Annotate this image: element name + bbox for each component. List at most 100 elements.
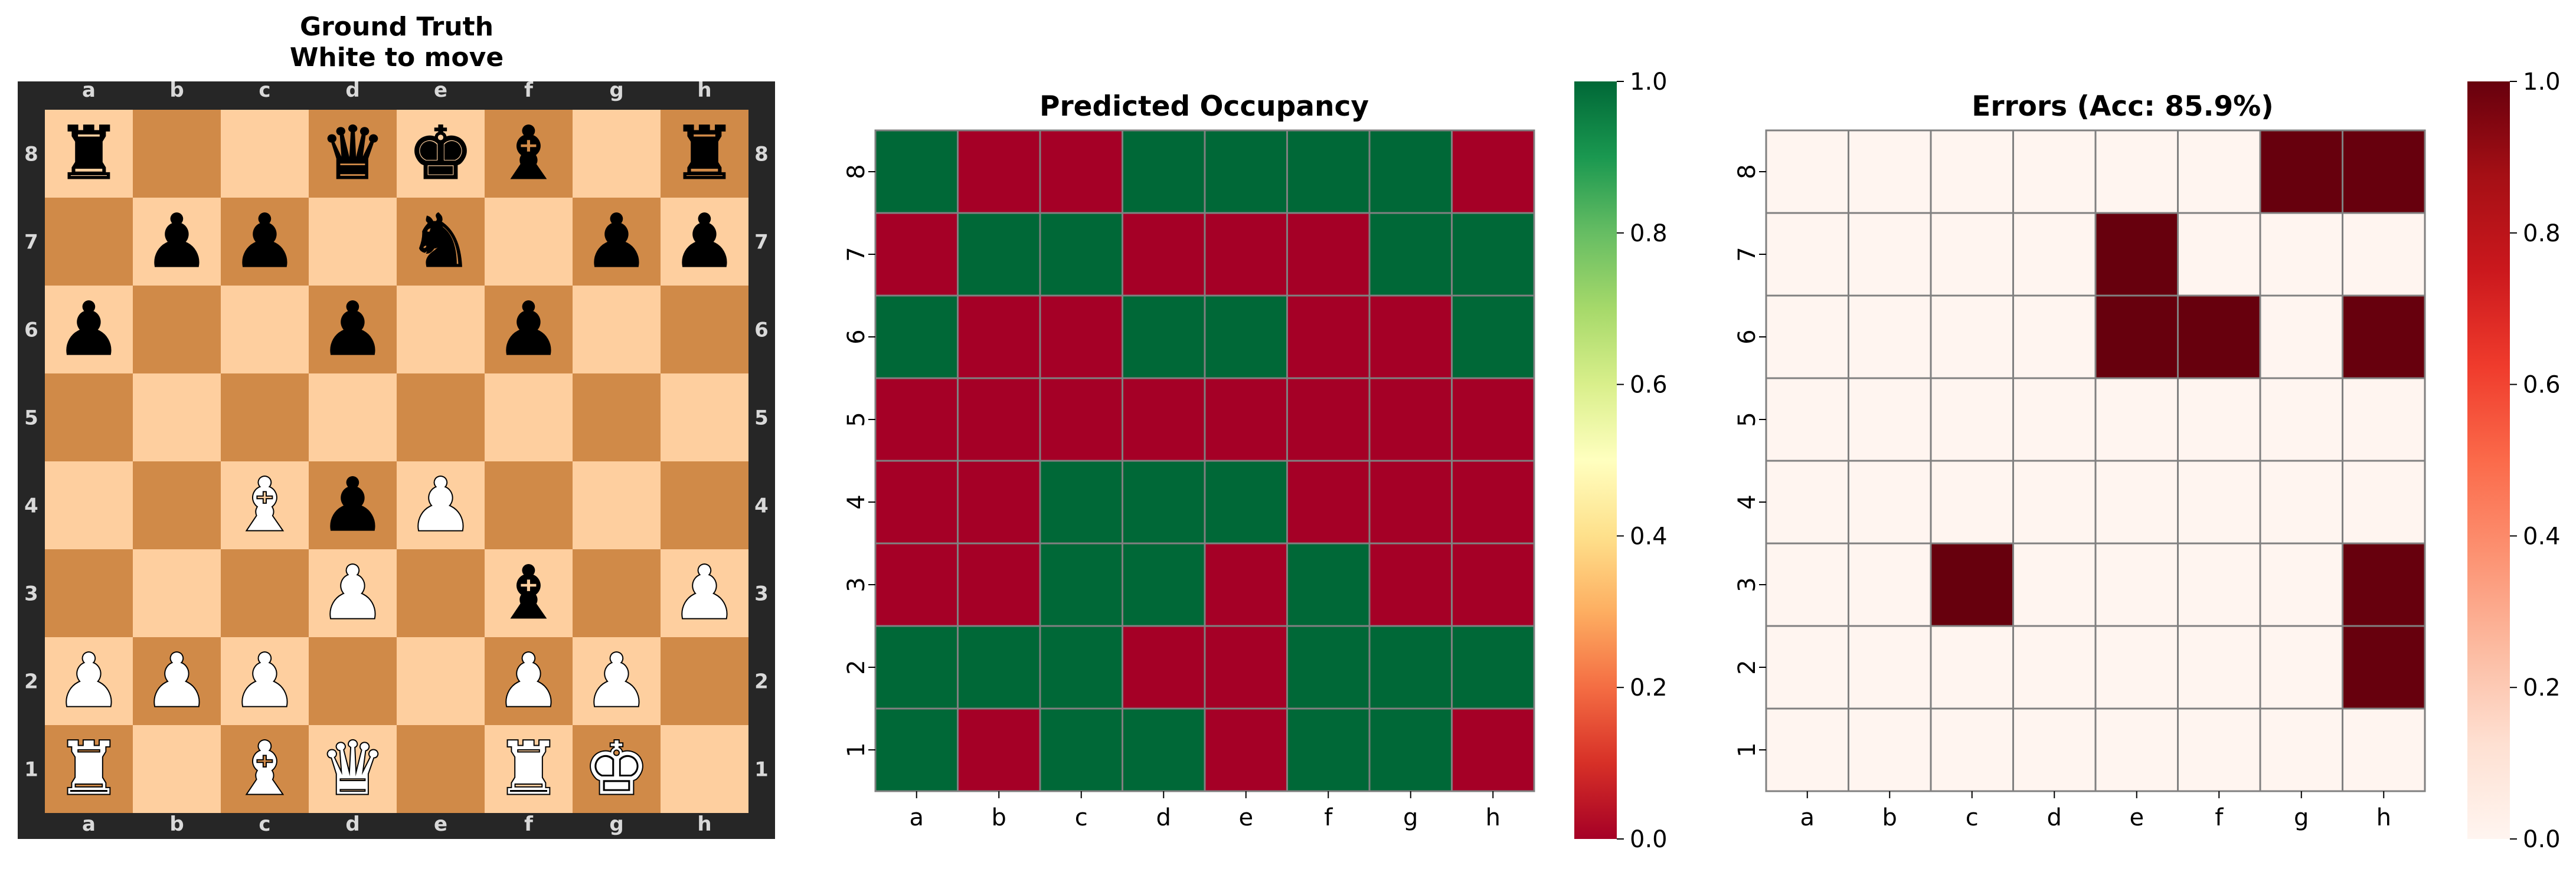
pred-colorbar-tick-label: 0.0	[1630, 826, 1668, 853]
board-rank-label-right: 8	[754, 143, 769, 166]
pred-y-tick-label: 4	[843, 494, 870, 509]
errors-cell-c1	[1930, 707, 2014, 792]
board-square-g2	[573, 637, 661, 725]
errors-cell-h5	[2342, 377, 2426, 462]
errors-cell-a5	[1765, 377, 1849, 462]
pred-cell-e3	[1204, 542, 1288, 627]
board-title-line1: Ground Truth	[300, 12, 493, 42]
board-square-h2	[661, 637, 748, 725]
errors-cell-h8	[2342, 129, 2426, 214]
errors-cell-d2	[2012, 625, 2097, 710]
board-square-c3	[221, 549, 309, 637]
errors-cell-b7	[1848, 212, 1932, 297]
board-file-label-bottom: c	[259, 812, 270, 836]
errors-cell-f7	[2177, 212, 2261, 297]
board-square-e8	[397, 110, 485, 198]
errors-colorbar-tick-label: 0.4	[2523, 523, 2561, 550]
board-square-f1	[485, 725, 573, 813]
black-bishop-f3: ♝	[496, 551, 561, 636]
board-rank-label-right: 4	[754, 494, 769, 518]
errors-cell-d8	[2012, 129, 2097, 214]
white-pawn-h3: ♟	[672, 551, 737, 636]
board-file-label-top: f	[524, 78, 534, 102]
errors-cell-c3	[1930, 542, 2014, 627]
errors-x-tick-label: e	[2129, 804, 2144, 831]
pred-cell-h8	[1451, 129, 1535, 214]
board-rank-label-left: 8	[24, 143, 38, 166]
white-pawn-g2: ♟	[584, 639, 649, 724]
board-square-a7	[45, 198, 133, 286]
black-bishop-f8: ♝	[496, 112, 561, 196]
errors-cell-d7	[2012, 212, 2097, 297]
predicted-occupancy-panel: Predicted Occupancy a b c d e f g h 8 7 6 5 4 3 2 1 0.0…	[843, 68, 1668, 853]
board-rank-label-right: 7	[754, 231, 769, 254]
pred-cell-c2	[1039, 625, 1123, 710]
pred-colorbar-tick-label: 1.0	[1630, 68, 1668, 96]
errors-colorbar-ticks: 0.0 0.2 0.4 0.6 0.8 1.0	[2510, 68, 2561, 853]
board-square-h3	[661, 549, 748, 637]
pred-cell-g8	[1368, 129, 1453, 214]
board-file-label-top: g	[609, 78, 623, 102]
pred-cell-d4	[1122, 460, 1206, 545]
board-square-h6	[661, 286, 748, 373]
errors-cell-c5	[1930, 377, 2014, 462]
pred-cell-g3	[1368, 542, 1453, 627]
errors-cell-g7	[2259, 212, 2343, 297]
pred-cell-f5	[1286, 377, 1371, 462]
white-queen-d1: ♛	[320, 727, 385, 812]
pred-cell-c8	[1039, 129, 1123, 214]
errors-colorbar-tick-label: 0.0	[2523, 826, 2561, 853]
errors-cell-b8	[1848, 129, 1932, 214]
pred-y-tick-label: 8	[843, 164, 870, 179]
board-title-line2: White to move	[290, 42, 504, 73]
board-rank-label-right: 3	[754, 582, 769, 606]
board-square-g4	[573, 461, 661, 549]
board-square-d6	[309, 286, 397, 373]
pred-cell-e4	[1204, 460, 1288, 545]
board-square-h4	[661, 461, 748, 549]
errors-cell-h6	[2342, 294, 2426, 379]
board-square-e3	[397, 549, 485, 637]
pred-cell-a6	[874, 294, 959, 379]
pred-y-tick-label: 1	[843, 742, 870, 757]
board-square-f4	[485, 461, 573, 549]
board-rank-label-right: 1	[754, 758, 769, 782]
board-square-g1	[573, 725, 661, 813]
errors-heatmap-cells	[1765, 129, 2426, 792]
pred-cell-b4	[957, 460, 1041, 545]
white-pawn-d3: ♟	[320, 551, 385, 636]
pred-x-tick-label: d	[1156, 804, 1171, 831]
board-square-c8	[221, 110, 309, 198]
errors-cell-a4	[1765, 460, 1849, 545]
board-rank-label-left: 5	[24, 407, 38, 430]
pred-cell-e5	[1204, 377, 1288, 462]
errors-colorbar-tick-label: 1.0	[2523, 68, 2561, 96]
board-square-f3	[485, 549, 573, 637]
pred-cell-a4	[874, 460, 959, 545]
pred-cell-d6	[1122, 294, 1206, 379]
errors-cell-e3	[2094, 542, 2179, 627]
pred-cell-e2	[1204, 625, 1288, 710]
black-pawn-d6: ♟	[320, 287, 385, 372]
white-rook-f1: ♜	[496, 727, 561, 812]
errors-colorbar	[2467, 81, 2510, 839]
errors-cell-g4	[2259, 460, 2343, 545]
pred-cell-c7	[1039, 212, 1123, 297]
pred-cell-a8	[874, 129, 959, 214]
errors-cell-c6	[1930, 294, 2014, 379]
pred-x-tick-label: h	[1486, 804, 1501, 831]
board-file-label-bottom: d	[345, 812, 359, 836]
pred-colorbar-tick-label: 0.2	[1630, 674, 1668, 701]
errors-cell-g3	[2259, 542, 2343, 627]
errors-y-tick-label: 2	[1734, 660, 1761, 674]
ground-truth-panel: Ground Truth White to move ♜ ♛ ♚ ♝ ♜♟ ♟ ♞ ♟ ♟♟ ♟ ♟…	[18, 12, 775, 839]
board-rank-label-left: 7	[24, 231, 38, 254]
pred-cell-b2	[957, 625, 1041, 710]
black-queen-d8: ♛	[320, 112, 385, 196]
errors-y-tick-label: 1	[1734, 742, 1761, 757]
board-square-g6	[573, 286, 661, 373]
pred-cell-e7	[1204, 212, 1288, 297]
errors-cell-a1	[1765, 707, 1849, 792]
pred-cell-b7	[957, 212, 1041, 297]
